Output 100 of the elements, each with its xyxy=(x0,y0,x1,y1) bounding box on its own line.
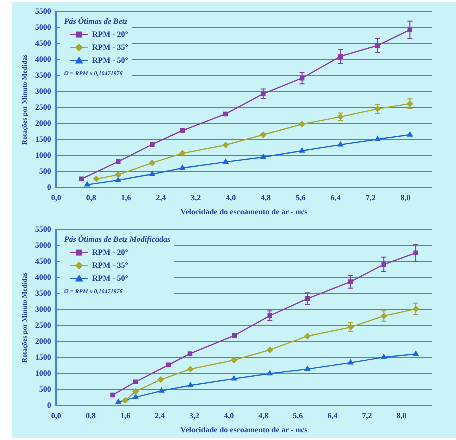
point xyxy=(116,399,122,404)
point xyxy=(348,360,354,365)
point xyxy=(132,388,139,395)
x-tick-label: 8,0 xyxy=(396,412,407,421)
x-tick-label: 2,4 xyxy=(155,412,166,421)
y-tick-label: 1500 xyxy=(35,352,52,362)
point xyxy=(260,154,266,160)
point xyxy=(375,136,381,142)
point xyxy=(381,354,387,360)
x-tick-label: 0,0 xyxy=(51,194,62,203)
x-tick-label: 3,2 xyxy=(191,194,202,203)
x-tick-label: 7,2 xyxy=(362,412,372,421)
point xyxy=(115,172,122,178)
legend-label: RPM - 35° xyxy=(92,42,128,52)
x-tick-label: 4,0 xyxy=(226,194,236,203)
y-tick-label: 0 xyxy=(47,182,52,192)
legend-label: RPM - 20° xyxy=(92,248,128,257)
y-tick-label: 500 xyxy=(39,384,52,394)
point xyxy=(407,132,413,137)
x-tick-label: 7,2 xyxy=(366,194,376,203)
point xyxy=(150,142,155,147)
legend-label: RPM - 50° xyxy=(92,274,128,283)
point xyxy=(93,176,100,182)
x-tick-label: 2,4 xyxy=(156,194,166,203)
x-tick-label: 6,4 xyxy=(328,412,338,421)
y-tick-label: 5500 xyxy=(35,6,52,16)
legend-title: Pás Ótimas de Betz xyxy=(64,16,129,26)
y-tick-label: 4000 xyxy=(35,272,52,282)
y-tick-label: 5000 xyxy=(35,240,52,250)
point xyxy=(223,112,228,117)
point xyxy=(84,182,90,187)
point xyxy=(300,148,306,153)
point xyxy=(299,121,306,128)
y-tick-label: 0 xyxy=(47,400,52,410)
point xyxy=(133,394,139,400)
point xyxy=(413,351,419,356)
point xyxy=(180,128,185,134)
y-tick-label: 4000 xyxy=(35,54,52,64)
legend-label: RPM - 50° xyxy=(92,56,128,65)
point xyxy=(158,376,164,383)
x-tick-label: 5,6 xyxy=(296,194,306,203)
x-tick-label: 0,8 xyxy=(86,412,96,421)
x-tick-label: 3,2 xyxy=(190,412,200,421)
y-tick-label: 1000 xyxy=(35,368,52,378)
legend-label: RPM - 20° xyxy=(92,30,128,39)
y-tick-label: 3000 xyxy=(35,86,52,96)
point xyxy=(222,142,229,148)
point xyxy=(267,347,274,354)
point xyxy=(188,366,194,372)
point xyxy=(338,142,344,147)
point xyxy=(158,388,165,393)
x-axis-title: Velocidade do escoamento de ar - m/s xyxy=(180,425,308,434)
point xyxy=(180,150,186,157)
point xyxy=(267,370,273,376)
legend-title: Pás Ótimas de Betz Modificadas xyxy=(64,234,171,244)
y-tick-label: 2500 xyxy=(35,102,52,112)
point xyxy=(223,159,229,164)
point xyxy=(304,366,310,372)
y-tick-label: 2000 xyxy=(35,336,52,346)
legend-label: RPM - 35° xyxy=(92,260,128,270)
point xyxy=(116,177,122,182)
y-tick-label: 3500 xyxy=(35,70,52,80)
x-tick-label: 0,8 xyxy=(86,194,96,203)
point xyxy=(79,176,84,182)
y-tick-label: 1500 xyxy=(35,134,52,144)
point xyxy=(133,380,138,384)
x-tick-label: 0,0 xyxy=(51,412,62,421)
y-tick-label: 2500 xyxy=(35,320,52,330)
point xyxy=(232,333,238,338)
point xyxy=(231,357,238,364)
x-tick-label: 1,6 xyxy=(121,194,132,203)
x-tick-label: 4,8 xyxy=(261,194,272,203)
x-tick-label: 8,0 xyxy=(400,194,411,203)
y-tick-label: 1000 xyxy=(35,150,52,160)
point xyxy=(260,132,267,138)
point xyxy=(188,352,193,356)
point xyxy=(166,362,172,368)
x-tick-label: 1,6 xyxy=(120,412,130,421)
x-tick-label: 6,4 xyxy=(330,194,341,203)
point xyxy=(150,171,156,176)
y-tick-label: 3000 xyxy=(35,304,52,314)
y-tick-label: 500 xyxy=(39,166,52,176)
x-axis-title: Velocidade do escoamento de ar - m/s xyxy=(180,207,308,216)
point xyxy=(304,333,311,340)
x-tick-label: 4,8 xyxy=(258,412,269,421)
x-tick-label: 5,6 xyxy=(293,412,304,421)
point xyxy=(232,376,238,381)
point xyxy=(122,398,129,404)
y-tick-label: 5500 xyxy=(35,224,52,234)
y-tick-label: 3500 xyxy=(35,288,52,298)
point xyxy=(116,160,121,164)
y-tick-label: 4500 xyxy=(35,38,52,48)
y-tick-label: 4500 xyxy=(35,256,52,266)
point xyxy=(180,165,186,170)
point xyxy=(261,92,266,96)
point xyxy=(188,382,194,388)
point xyxy=(149,160,156,166)
y-tick-label: 2000 xyxy=(35,118,52,128)
point xyxy=(110,392,116,398)
x-tick-label: 4,0 xyxy=(224,412,234,421)
